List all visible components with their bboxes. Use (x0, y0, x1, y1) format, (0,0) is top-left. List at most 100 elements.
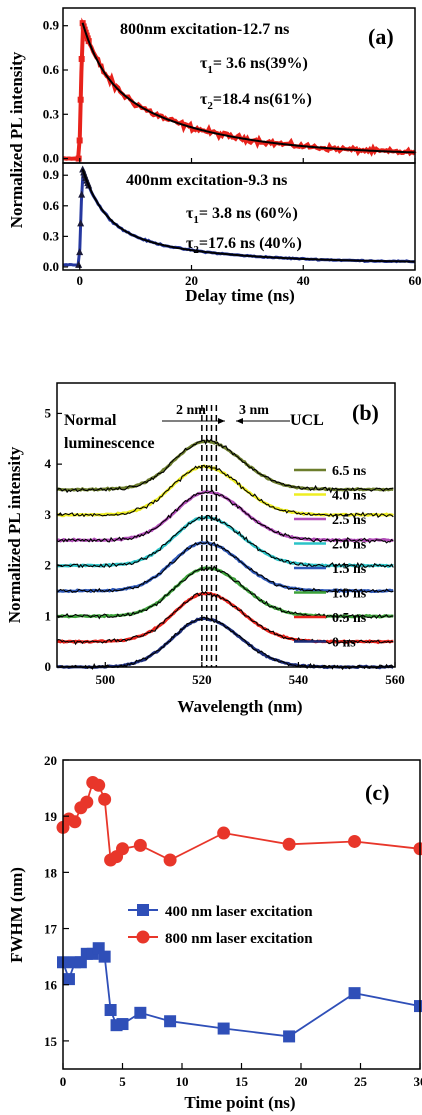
panel-c-point-400nm (217, 1022, 230, 1035)
panel-a-ytick-label: 0.0 (43, 259, 59, 274)
panel-a-ytick-label: 0.3 (43, 228, 60, 243)
panel-c-point-800nm (348, 834, 362, 848)
panel-b-ytick-label: 4 (45, 456, 52, 471)
panel-a-ytick-label: 0.9 (43, 167, 60, 182)
panel-c-ytick-label: 18 (44, 865, 58, 880)
panel-a-xtick-label: 40 (297, 273, 310, 288)
panel-b-ylabel: Normalized PL intensity (5, 446, 24, 623)
panel-c-point-400nm (348, 987, 361, 1000)
panel-c-point-800nm (68, 815, 82, 829)
panel-c-point-400nm (116, 1018, 129, 1031)
panel-b-arrowhead-right (236, 418, 243, 424)
panel-c-point-800nm (92, 778, 106, 792)
panel-b-ytick-label: 2 (45, 558, 52, 573)
panel-b-series-raw-3 (56, 540, 394, 594)
panel-c-point-800nm (80, 795, 94, 809)
panel-a-ytick-label: 0.0 (43, 151, 59, 166)
panel-b-legend-label: 4.0 ns (332, 489, 367, 504)
panel-c-ylabel: FWHM (nm) (7, 867, 26, 963)
panel-a-bottom-tau2: τ2=17.6 ns (40%) (186, 235, 302, 256)
panel-b-xtick-label: 500 (96, 672, 116, 687)
panel-b-legend-label: 0 ns (332, 636, 356, 651)
panel-b-annotation-normal: Normal (64, 412, 117, 429)
panel-a-top-title: 800nm excitation-12.7 ns (120, 21, 289, 38)
panel-c-point-400nm (62, 973, 75, 986)
panel-b-ytick-label: 5 (45, 405, 52, 420)
panel-c-point-800nm (98, 792, 112, 806)
panel-b-legend-label: 2.0 ns (332, 538, 367, 553)
panel-a-bottom-marker (76, 248, 84, 256)
panel-b-series-raw-6 (56, 464, 394, 519)
panel-a-ytick-label: 0.6 (43, 62, 60, 77)
panel-c-xtick-label: 30 (414, 1074, 422, 1089)
panel-c-xtick-label: 15 (235, 1074, 249, 1089)
panel-c-ytick-label: 20 (44, 753, 57, 768)
panel-c-point-400nm (283, 1030, 296, 1043)
panel-c-point-400nm (104, 1004, 117, 1017)
legend-label-400nm: 400 nm laser excitation (165, 904, 313, 920)
panel-b-legend-label: 6.5 ns (332, 464, 367, 479)
panel-b-arrowhead-left (218, 418, 225, 424)
panel-c-legend: 400 nm laser excitation 800 nm laser exc… (128, 904, 313, 947)
panel-b-legend-label: 1.5 ns (332, 562, 367, 577)
panel-c-xtick-label: 5 (119, 1074, 126, 1089)
panel-b-series-raw-7 (56, 438, 394, 494)
panel-b-series-2 (56, 566, 394, 619)
panel-c-point-800nm (163, 853, 177, 867)
panel-c-plot-area (56, 775, 422, 1043)
panel-c-point-400nm (98, 950, 111, 963)
panel-b-xtick-label: 560 (385, 672, 405, 687)
panel-c-point-800nm (217, 826, 231, 840)
legend-label-800nm: 800 nm laser excitation (165, 931, 313, 947)
panel-b-ytick-label: 1 (45, 608, 52, 623)
panel-c-label: (c) (365, 780, 389, 805)
panel-c-point-400nm (134, 1006, 147, 1019)
panel-a: 0.00.30.60.90.00.30.60.90 20 40 60 800nm ex… (7, 7, 422, 305)
panel-a-bottom-title: 400nm excitation-9.3 ns (126, 172, 287, 189)
panel-a-top-plot-area (62, 17, 417, 162)
panel-b-annotation-ucl: UCL (290, 412, 324, 429)
panel-a-xtick-label: 0 (77, 273, 84, 288)
panel-a-top-marker (76, 137, 83, 144)
panel-c-xtick-label: 10 (176, 1074, 189, 1089)
panel-a-bottom-fit (81, 168, 415, 263)
panel-a-bottom-frame (62, 162, 416, 271)
panel-c-point-400nm (414, 1000, 422, 1013)
panel-a-ytick-label: 0.3 (43, 106, 60, 121)
panel-b: 500 520 540 560 0 1 2 3 4 5 6.5 ns 4.0 ns 2.5 ns 2.0… (5, 382, 405, 716)
panel-c-point-400nm (164, 1015, 177, 1028)
panel-c-ytick-label: 17 (44, 922, 58, 937)
panel-a-bottom-marker (77, 219, 85, 227)
panel-b-ytick-label: 0 (45, 659, 52, 674)
panel-a-ylabel: Normalized PL intensity (7, 51, 26, 228)
panel-b-plot-area (56, 405, 394, 671)
panel-a-top-fit (81, 22, 415, 154)
panel-a-top-tau2: τ2=18.4 ns(61%) (200, 91, 312, 112)
panel-b-series-raw-5 (56, 489, 394, 544)
panel-b-legend-label: 0.5 ns (332, 611, 367, 626)
panel-b-label: (b) (352, 400, 379, 425)
panel-b-xtick-label: 540 (289, 672, 309, 687)
panel-a-top-marker (75, 155, 82, 162)
panel-c-point-800nm (282, 837, 296, 851)
panel-c-ytick-label: 16 (44, 978, 58, 993)
panel-b-gap-3nm: 3 nm (239, 403, 269, 418)
panel-b-xlabel: Wavelength (nm) (177, 697, 302, 716)
panel-b-ticks: 500 520 540 560 0 1 2 3 4 5 (45, 405, 405, 687)
panel-a-bottom-marker (75, 260, 83, 268)
panel-b-legend: 6.5 ns 4.0 ns 2.5 ns 2.0 ns 1.5 ns 1.0 ns 0.5 … (294, 464, 367, 651)
panel-a-top-marker (78, 55, 85, 62)
panel-c-xtick-label: 25 (354, 1074, 368, 1089)
panel-b-gap-2nm: 2 nm (176, 403, 206, 418)
panel-c-ticks: 0 5 10 15 20 25 30 15 16 17 18 19 20 (44, 753, 422, 1089)
panel-a-bottom-marker (78, 190, 86, 198)
legend-marker-800nm (136, 930, 150, 944)
panel-c-point-800nm (116, 842, 129, 856)
panel-a-label: (a) (368, 24, 394, 49)
panel-a-bottom-plot-area (62, 165, 416, 268)
panel-b-ytick-label: 3 (45, 507, 52, 522)
panel-c-ytick-label: 19 (44, 809, 58, 824)
panel-c-xtick-label: 0 (60, 1074, 67, 1089)
panel-b-xtick-label: 520 (192, 672, 212, 687)
